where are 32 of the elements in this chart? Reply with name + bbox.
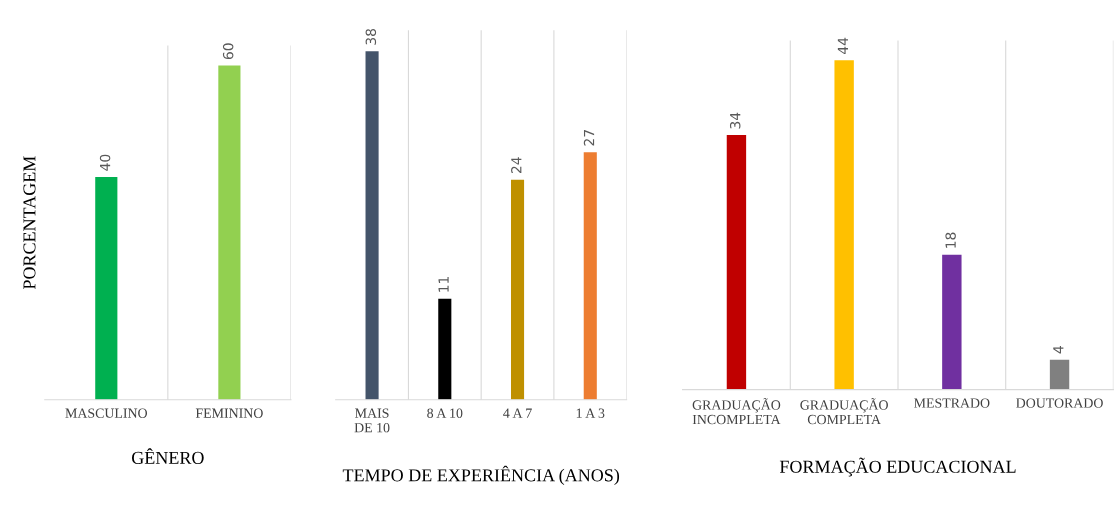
y-axis-title: PORCENTAGEM bbox=[23, 156, 36, 290]
bar bbox=[726, 135, 747, 390]
bar bbox=[438, 298, 452, 400]
data-label: 24 bbox=[511, 157, 522, 174]
x-tick-label: 8 A 10 bbox=[427, 408, 463, 418]
x-tick-label: MESTRADO bbox=[914, 398, 990, 408]
data-label: 44 bbox=[837, 37, 848, 55]
bar bbox=[365, 51, 379, 400]
x-tick-label: MASCULINO bbox=[65, 408, 148, 418]
data-label: 60 bbox=[222, 43, 234, 60]
x-axis-title: FORMAÇÃO EDUCACIONAL bbox=[779, 457, 1016, 477]
bar bbox=[510, 179, 525, 400]
data-label: 11 bbox=[438, 276, 449, 292]
data-label: 27 bbox=[583, 130, 595, 146]
x-axis-title: GÊNERO bbox=[131, 448, 204, 464]
x-axis-title: TEMPO DE EXPERIÊNCIA (ANOS) bbox=[342, 465, 620, 486]
x-tick-label: GRADUAÇÃO COMPLETA bbox=[800, 397, 888, 425]
x-tick-label: GRADUAÇÃO INCOMPLETA bbox=[692, 397, 781, 425]
data-label: 34 bbox=[729, 112, 741, 129]
x-tick-label: 4 A 7 bbox=[503, 408, 532, 418]
x-tick-label: 1 A 3 bbox=[576, 408, 605, 418]
data-label: 4 bbox=[1053, 346, 1064, 354]
bar bbox=[834, 60, 854, 390]
bar bbox=[1049, 359, 1070, 390]
bar bbox=[942, 254, 962, 390]
x-tick-label: FEMININO bbox=[195, 408, 263, 418]
x-tick-label: DOUTORADO bbox=[1016, 398, 1103, 408]
bar bbox=[583, 152, 597, 400]
x-tick-label: MAIS DE 10 bbox=[354, 408, 390, 433]
data-label: 18 bbox=[945, 232, 956, 248]
data-label: 38 bbox=[365, 28, 377, 45]
data-label: 40 bbox=[99, 154, 111, 171]
